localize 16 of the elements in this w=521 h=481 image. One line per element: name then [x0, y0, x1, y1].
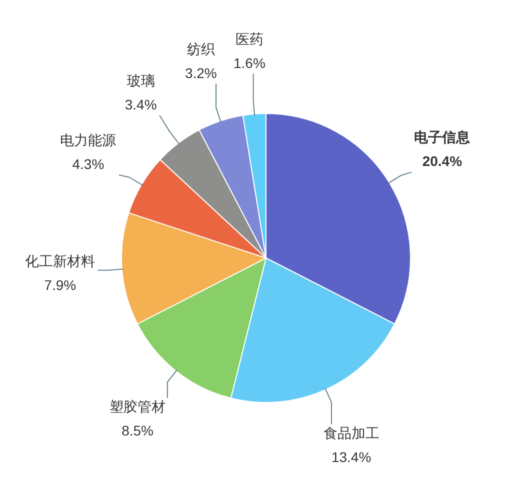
- data-label: 3.2%: [184, 64, 217, 81]
- slice-label: 食品加工: [323, 424, 380, 441]
- data-label: 3.4%: [124, 96, 157, 113]
- slice-label: 电力能源: [60, 132, 116, 148]
- data-label: 1.6%: [234, 55, 266, 72]
- data-label: 7.9%: [44, 276, 76, 293]
- slice-label: 塑胶管材: [110, 398, 166, 415]
- slice-label: 纺织: [186, 40, 215, 57]
- slice-label: 电子信息: [414, 129, 472, 146]
- data-label: 4.3%: [72, 156, 104, 172]
- slice-label: 玻璃: [126, 72, 155, 89]
- data-label: 8.5%: [122, 422, 154, 439]
- data-label: 13.4%: [331, 448, 372, 465]
- slice-label: 化工新材料: [25, 252, 96, 269]
- slice-label: 医药: [235, 31, 264, 48]
- data-label: 20.4%: [422, 153, 463, 170]
